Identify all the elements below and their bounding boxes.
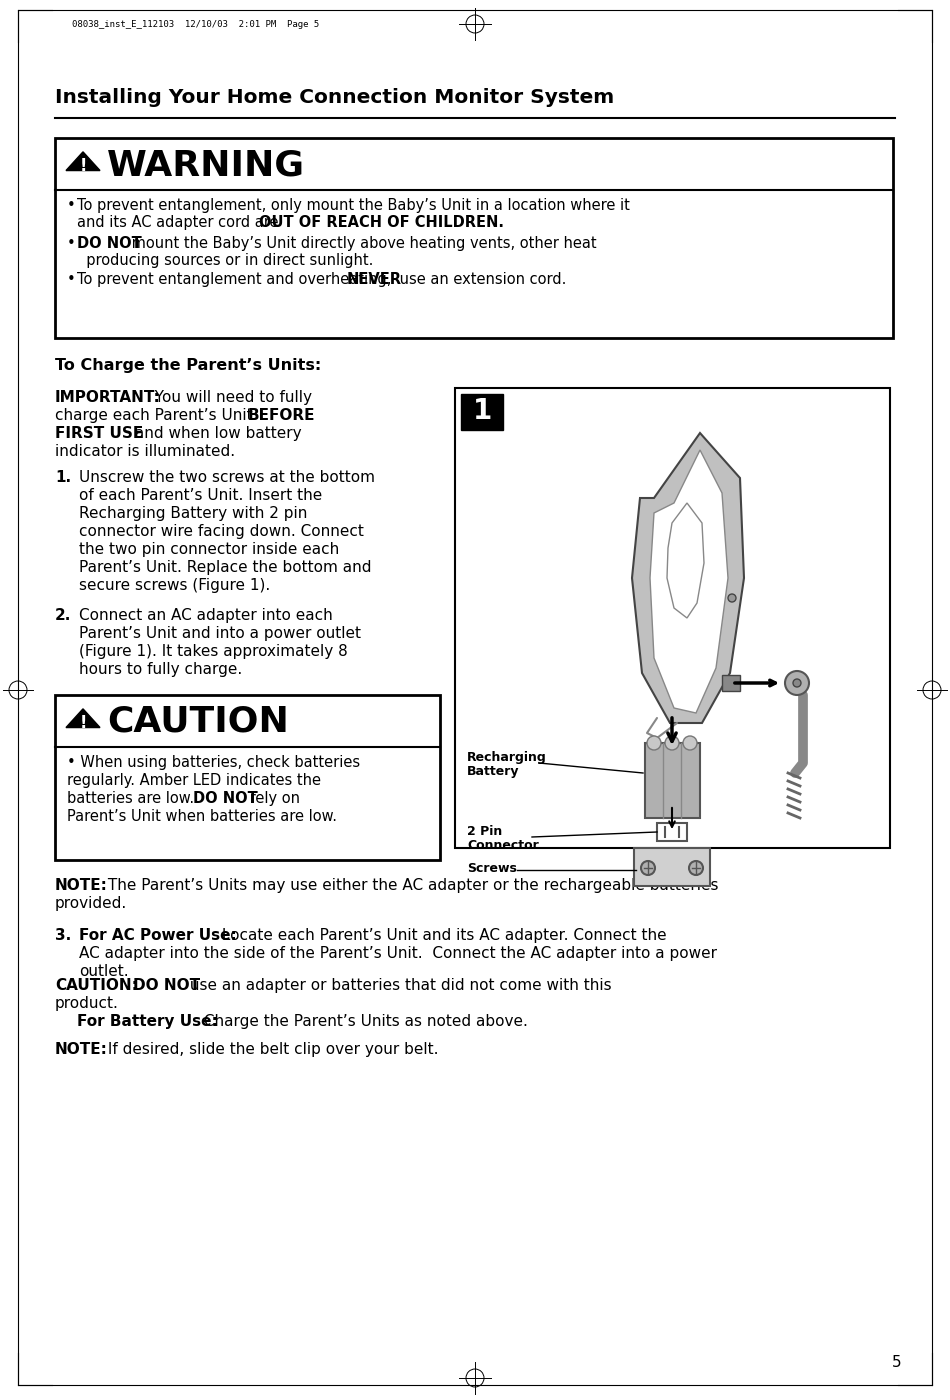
Text: 2 Pin: 2 Pin [467,825,503,839]
Text: 08038_inst_E_112103  12/10/03  2:01 PM  Page 5: 08038_inst_E_112103 12/10/03 2:01 PM Pag… [72,20,319,29]
Bar [461,393,503,430]
Circle shape [647,736,661,750]
Circle shape [793,679,801,687]
Text: connector wire facing down. Connect: connector wire facing down. Connect [79,524,364,539]
Text: DO NOT: DO NOT [133,979,200,993]
Polygon shape [66,708,100,728]
Text: Connect an AC adapter into each: Connect an AC adapter into each [79,608,332,623]
Text: •: • [67,237,76,251]
Text: Recharging: Recharging [467,750,547,764]
Bar [722,675,740,692]
Text: OUT OF REACH OF CHILDREN.: OUT OF REACH OF CHILDREN. [259,216,504,230]
Text: CAUTION: CAUTION [107,706,289,739]
Text: IMPORTANT:: IMPORTANT: [55,391,161,405]
Text: outlet.: outlet. [79,965,128,979]
Text: For Battery Use:: For Battery Use: [77,1014,218,1029]
Circle shape [728,594,736,602]
Text: NOTE:: NOTE: [55,1042,108,1057]
Text: Screws: Screws [467,862,517,875]
Text: Charge the Parent’s Units as noted above.: Charge the Parent’s Units as noted above… [199,1014,528,1029]
Text: Parent’s Unit when batteries are low.: Parent’s Unit when batteries are low. [67,809,337,825]
Text: DO NOT: DO NOT [77,237,142,251]
Text: the two pin connector inside each: the two pin connector inside each [79,542,339,557]
Text: Battery: Battery [467,764,520,778]
Circle shape [689,861,703,875]
Bar [634,848,710,886]
Text: Installing Your Home Connection Monitor System: Installing Your Home Connection Monitor … [55,88,615,106]
Text: regularly. Amber LED indicates the: regularly. Amber LED indicates the [67,773,321,788]
Text: of each Parent’s Unit. Insert the: of each Parent’s Unit. Insert the [79,489,322,503]
Circle shape [785,671,809,694]
Text: Locate each Parent’s Unit and its AC adapter. Connect the: Locate each Parent’s Unit and its AC ada… [217,928,667,944]
Bar [645,743,700,818]
Text: • When using batteries, check batteries: • When using batteries, check batteries [67,755,360,770]
Polygon shape [667,503,704,617]
Text: secure screws (Figure 1).: secure screws (Figure 1). [79,578,270,594]
Circle shape [641,861,655,875]
Text: product.: product. [55,995,119,1011]
Text: AC adapter into the side of the Parent’s Unit.  Connect the AC adapter into a po: AC adapter into the side of the Parent’s… [79,946,717,960]
Bar [55,139,893,337]
Text: provided.: provided. [55,896,127,911]
Text: To Charge the Parent’s Units:: To Charge the Parent’s Units: [55,358,321,372]
Text: WARNING: WARNING [107,148,305,182]
Text: To prevent entanglement, only mount the Baby’s Unit in a location where it: To prevent entanglement, only mount the … [77,197,630,213]
Text: The Parent’s Units may use either the AC adapter or the rechargeable batteries: The Parent’s Units may use either the AC… [103,878,718,893]
Text: and its AC adapter cord are: and its AC adapter cord are [77,216,283,230]
Text: Unscrew the two screws at the bottom: Unscrew the two screws at the bottom [79,470,375,484]
Bar [657,823,687,841]
Text: 3.: 3. [55,928,71,944]
Text: BEFORE: BEFORE [248,407,315,423]
Text: NOTE:: NOTE: [55,878,108,893]
Text: Parent’s Unit. Replace the bottom and: Parent’s Unit. Replace the bottom and [79,560,371,575]
Text: Parent’s Unit and into a power outlet: Parent’s Unit and into a power outlet [79,626,361,641]
Text: For AC Power Use:: For AC Power Use: [79,928,237,944]
Text: rely on: rely on [245,791,300,806]
Circle shape [665,736,679,750]
Text: batteries are low.: batteries are low. [67,791,199,806]
Polygon shape [66,151,100,171]
Text: !: ! [79,157,86,175]
Bar [455,388,890,848]
Polygon shape [632,433,744,722]
Text: FIRST USE: FIRST USE [55,426,143,441]
Text: You will need to fully: You will need to fully [145,391,312,405]
Polygon shape [650,449,728,713]
Text: 5: 5 [892,1355,902,1371]
Text: Connector: Connector [467,839,539,853]
Text: !: ! [79,714,86,732]
Bar [55,694,440,860]
Text: (Figure 1). It takes approximately 8: (Figure 1). It takes approximately 8 [79,644,348,659]
Text: indicator is illuminated.: indicator is illuminated. [55,444,236,459]
Text: and when low battery: and when low battery [130,426,302,441]
Text: use an extension cord.: use an extension cord. [395,272,566,287]
Text: If desired, slide the belt clip over your belt.: If desired, slide the belt clip over you… [103,1042,439,1057]
Text: charge each Parent’s Unit: charge each Parent’s Unit [55,407,257,423]
Text: 2.: 2. [55,608,71,623]
Text: 1: 1 [472,398,492,426]
Text: producing sources or in direct sunlight.: producing sources or in direct sunlight. [77,253,373,267]
Text: •: • [67,197,76,213]
Text: CAUTION:: CAUTION: [55,979,138,993]
Text: Recharging Battery with 2 pin: Recharging Battery with 2 pin [79,505,308,521]
Text: NEVER: NEVER [347,272,402,287]
Text: •: • [67,272,76,287]
Text: mount the Baby’s Unit directly above heating vents, other heat: mount the Baby’s Unit directly above hea… [127,237,597,251]
Text: 1.: 1. [55,470,71,484]
Text: To prevent entanglement and overheating,: To prevent entanglement and overheating, [77,272,396,287]
Text: use an adapter or batteries that did not come with this: use an adapter or batteries that did not… [185,979,612,993]
Text: hours to fully charge.: hours to fully charge. [79,662,242,678]
Text: DO NOT: DO NOT [193,791,257,806]
Circle shape [683,736,697,750]
